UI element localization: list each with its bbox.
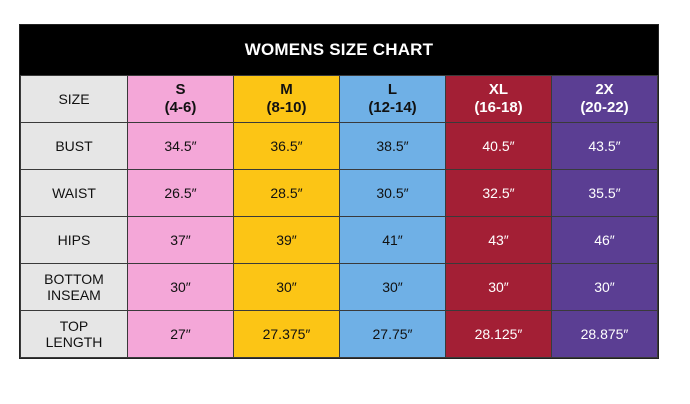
row-waist: WAIST 26.5″ 28.5″ 30.5″ 32.5″ 35.5″ (20, 169, 658, 217)
row-label: TOP LENGTH (20, 310, 128, 358)
header-row: SIZE S (4-6) M (8-10) L (12-14) XL (16-1… (20, 75, 658, 123)
chart-title: WOMENS SIZE CHART (20, 25, 658, 75)
size-column-m: M (8-10) (233, 75, 340, 123)
size-range: (12-14) (368, 99, 417, 116)
row-bottom-inseam: BOTTOM INSEAM 30″ 30″ 30″ 30″ 30″ (20, 263, 658, 311)
value-cell: 30″ (127, 263, 234, 311)
row-label-line: LENGTH (45, 334, 103, 350)
size-column-l: L (12-14) (339, 75, 446, 123)
row-bust: BUST 34.5″ 36.5″ 38.5″ 40.5″ 43.5″ (20, 122, 658, 170)
row-label-line: WAIST (52, 185, 96, 201)
value-cell: 36.5″ (233, 122, 340, 170)
row-label: BUST (20, 122, 128, 170)
size-range: (16-18) (474, 99, 523, 116)
size-column-2x: 2X (20-22) (551, 75, 658, 123)
row-label-line: INSEAM (47, 287, 101, 303)
size-range: (4-6) (164, 99, 197, 116)
value-cell: 40.5″ (445, 122, 552, 170)
value-cell: 37″ (127, 216, 234, 264)
value-cell: 41″ (339, 216, 446, 264)
size-range: (8-10) (266, 99, 307, 116)
size-column-xl: XL (16-18) (445, 75, 552, 123)
size-label: SIZE (20, 75, 128, 123)
value-cell: 30″ (445, 263, 552, 311)
value-cell: 43″ (445, 216, 552, 264)
row-label: HIPS (20, 216, 128, 264)
row-label-line: BOTTOM (44, 271, 104, 287)
size-column-s: S (4-6) (127, 75, 234, 123)
row-label: BOTTOM INSEAM (20, 263, 128, 311)
size-name: S (175, 81, 186, 98)
value-cell: 28.875″ (551, 310, 658, 358)
value-cell: 27.75″ (339, 310, 446, 358)
row-label: WAIST (20, 169, 128, 217)
size-name: 2X (595, 81, 614, 98)
value-cell: 32.5″ (445, 169, 552, 217)
row-label-line: BUST (55, 138, 93, 154)
value-cell: 30″ (233, 263, 340, 311)
size-chart: WOMENS SIZE CHART SIZE S (4-6) M (8-10) … (19, 24, 659, 359)
row-label-line: TOP (59, 318, 89, 334)
value-cell: 35.5″ (551, 169, 658, 217)
row-top-length: TOP LENGTH 27″ 27.375″ 27.75″ 28.125″ 28… (20, 310, 658, 358)
value-cell: 28.5″ (233, 169, 340, 217)
value-cell: 30″ (551, 263, 658, 311)
size-range: (20-22) (580, 99, 629, 116)
value-cell: 28.125″ (445, 310, 552, 358)
row-label-line: HIPS (57, 232, 91, 248)
value-cell: 30″ (339, 263, 446, 311)
size-table: SIZE S (4-6) M (8-10) L (12-14) XL (16-1… (20, 75, 658, 358)
value-cell: 38.5″ (339, 122, 446, 170)
size-name: L (387, 81, 398, 98)
row-hips: HIPS 37″ 39″ 41″ 43″ 46″ (20, 216, 658, 264)
value-cell: 27.375″ (233, 310, 340, 358)
value-cell: 34.5″ (127, 122, 234, 170)
size-name: XL (488, 81, 509, 98)
value-cell: 27″ (127, 310, 234, 358)
value-cell: 43.5″ (551, 122, 658, 170)
value-cell: 46″ (551, 216, 658, 264)
value-cell: 30.5″ (339, 169, 446, 217)
size-name: M (280, 81, 293, 98)
value-cell: 39″ (233, 216, 340, 264)
value-cell: 26.5″ (127, 169, 234, 217)
